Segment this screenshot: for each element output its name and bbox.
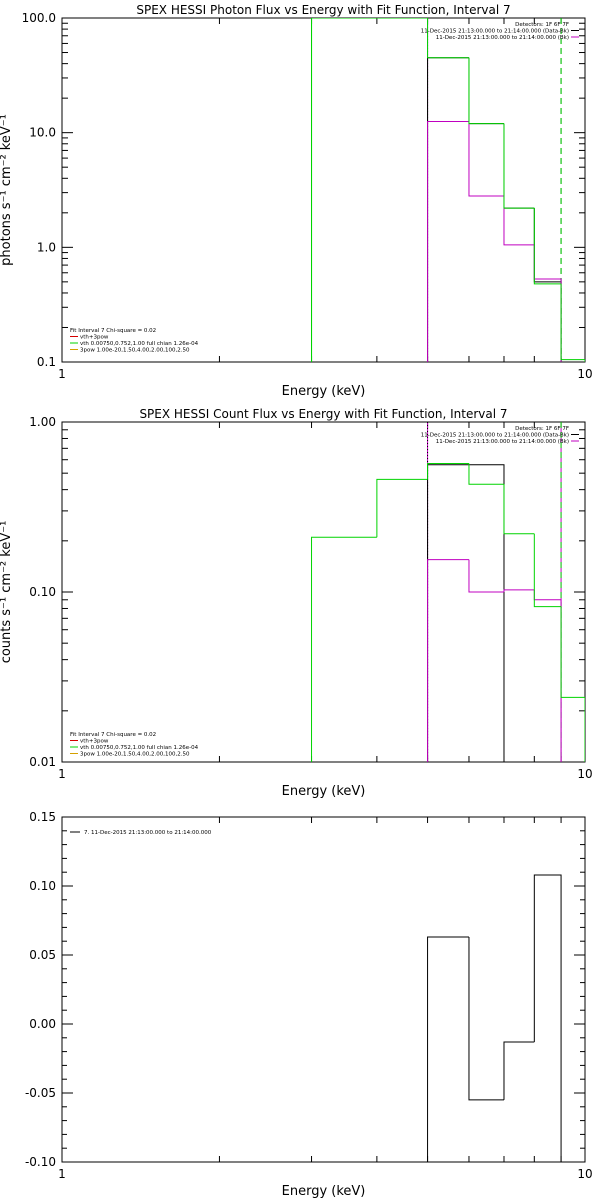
header-line: 11-Dec-2015 21:13:00.000 to 21:14:00.000… (436, 439, 569, 445)
y-tick-label: 0.10 (29, 585, 56, 599)
y-tick-label: 0.05 (29, 948, 56, 962)
series-step-black (427, 464, 505, 762)
legend-entry: 3pow 1.00e-20,1.50,4.00,2.00,100,2.50 (80, 348, 190, 354)
y-tick-label: 0.01 (29, 755, 56, 769)
chart-title: SPEX HESSI Photon Flux vs Energy with Fi… (136, 3, 510, 17)
y-tick-label: -0.05 (25, 1086, 56, 1100)
legend-entry: vth 0.00750,0.752,1.00 full chian 1.26e-… (80, 745, 199, 751)
x-axis-label: Energy (keV) (282, 384, 366, 399)
series-step-black (427, 57, 562, 362)
x-tick-label: 1 (58, 367, 66, 381)
legend-entry: vth 0.00750,0.752,1.00 full chian 1.26e-… (80, 341, 199, 347)
y-tick-label: 0.1 (37, 355, 56, 369)
series-step-black (427, 874, 562, 1162)
y-tick-label: 10.0 (29, 126, 56, 140)
chart-panel-3: Energy (keV) 1 10 -0.10 -0.05 0.00 0.05 0.10 0.1… (25, 810, 593, 1199)
x-tick-label: 1 (58, 1167, 66, 1181)
legend-entry: vth+3pow (80, 739, 109, 745)
y-tick-label: 0.10 (29, 879, 56, 893)
series-step-green (311, 463, 585, 762)
legend-entry: 3pow 1.00e-20,1.50,4.00,2.00,100,2.50 (80, 752, 190, 758)
series-step-magenta (427, 121, 562, 362)
y-tick-label: 1.00 (29, 415, 56, 429)
y-tick-label: 100.0 (22, 11, 56, 25)
x-tick-label: 10 (577, 367, 592, 381)
y-tick-label: 0.15 (29, 810, 56, 824)
header-line: Detectors: 1F 6F 7F (515, 22, 569, 28)
header-line: 11-Dec-2015 21:13:00.000 to 21:14:00.000… (421, 433, 569, 439)
header-line: 11-Dec-2015 21:13:00.000 to 21:14:00.000… (436, 35, 569, 41)
chart-title: SPEX HESSI Count Flux vs Energy with Fit… (139, 407, 507, 421)
header-line: Detectors: 1F 6F 7F (515, 426, 569, 432)
legend-entry: Fit Interval 7 Chi-square = 0.02 (70, 328, 156, 334)
plot-frame (61, 421, 586, 763)
series-step-green (311, 18, 585, 362)
legend-entry: 7. 11-Dec-2015 21:13:00.000 to 21:14:00.… (84, 830, 212, 836)
x-axis-label: Energy (keV) (282, 1184, 366, 1199)
x-axis-label: Energy (keV) (282, 784, 366, 799)
y-tick-label: 0.00 (29, 1017, 56, 1031)
chart-panel-1: SPEX HESSI Photon Flux vs Energy with Fi… (0, 3, 593, 399)
plot-frame (61, 816, 586, 1163)
plot-frame (61, 17, 586, 363)
header-line: 11-Dec-2015 21:13:00.000 to 21:14:00.000… (421, 29, 569, 35)
y-tick-label: -0.10 (25, 1155, 56, 1169)
chart-panel-2: SPEX HESSI Count Flux vs Energy with Fit… (0, 407, 593, 799)
x-tick-label: 1 (58, 767, 66, 781)
x-tick-label: 10 (577, 767, 592, 781)
y-tick-label: 1.0 (37, 240, 56, 254)
series-step-magenta (427, 559, 562, 762)
legend-entry: Fit Interval 7 Chi-square = 0.02 (70, 732, 156, 738)
y-axis-label: photons s⁻¹ cm⁻² keV⁻¹ (0, 114, 14, 266)
legend-entry: vth+3pow (80, 335, 109, 341)
y-axis-label: counts s⁻¹ cm⁻² keV⁻¹ (0, 521, 14, 664)
x-tick-label: 10 (577, 1167, 592, 1181)
